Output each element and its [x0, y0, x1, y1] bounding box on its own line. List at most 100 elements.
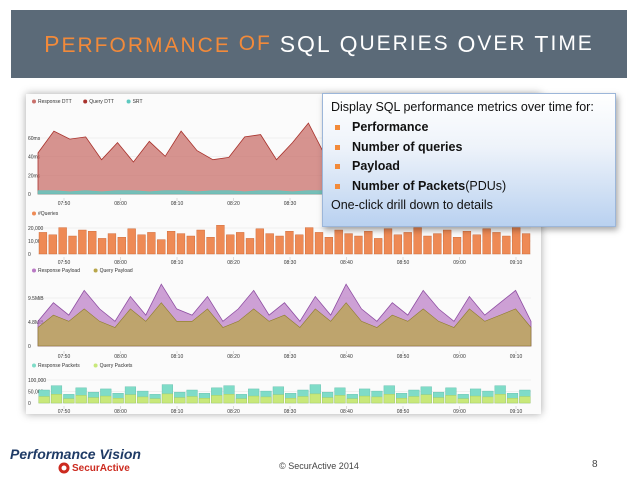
queries-bar: [68, 235, 77, 255]
legend-label: Response Payload: [38, 268, 80, 274]
x-tick-label: 08:50: [397, 409, 410, 414]
x-tick-label: 07:50: [58, 260, 71, 266]
x-tick-label: 09:10: [510, 260, 523, 266]
y-tick-label: 0: [28, 192, 31, 198]
x-tick-label: 08:20: [227, 201, 240, 207]
callout-item: Number of queries: [331, 138, 607, 158]
query-packets-bar: [75, 395, 87, 404]
queries-bar: [48, 234, 57, 255]
x-tick-label: 09:00: [453, 409, 466, 414]
queries-bar: [364, 230, 373, 255]
query-payload-area: [37, 302, 532, 347]
queries-bar: [423, 235, 432, 255]
query-packets-bar: [322, 397, 334, 404]
query-packets-bar: [285, 398, 297, 404]
queries-bar: [305, 227, 314, 255]
queries-bar: [393, 234, 403, 255]
x-tick-label: 08:20: [227, 354, 240, 360]
queries-bar: [521, 233, 531, 255]
query-packets-bar: [124, 394, 136, 404]
query-packets-bar: [248, 395, 260, 404]
query-packets-bar: [100, 395, 112, 404]
y-tick-label: 60ms: [28, 136, 41, 142]
x-tick-label: 07:50: [58, 354, 71, 360]
legend-swatch: [32, 363, 36, 368]
x-tick-label: 09:10: [510, 409, 523, 414]
query-packets-bar: [149, 398, 161, 404]
y-tick-label: 50,000: [28, 390, 44, 396]
query-packets-bar: [174, 397, 186, 404]
query-packets-bar: [346, 398, 358, 404]
queries-bar: [413, 227, 422, 255]
y-tick-label: 9.5MiB: [28, 296, 44, 302]
queries-bar: [226, 234, 235, 255]
queries-bar: [334, 229, 343, 255]
x-tick-label: 09:00: [453, 354, 466, 360]
query-packets-bar: [371, 396, 383, 404]
callout-item: Payload: [331, 157, 607, 177]
query-packets-bar: [260, 396, 272, 404]
bullet-icon: [335, 164, 340, 170]
queries-bar: [186, 235, 195, 255]
legend-label: Query Packets: [100, 363, 133, 369]
queries-bar: [176, 233, 186, 255]
charts-svg: Response DTT Query DTT SRT 60ms 40ms 20ms 0 07:…: [28, 99, 532, 414]
queries-bar: [127, 228, 136, 255]
x-tick-label: 08:40: [340, 260, 353, 266]
y-tick-label: 20ms: [28, 173, 41, 179]
x-tick-label: 08:00: [114, 260, 127, 266]
brand-logo: Performance Vision SecurActive: [10, 446, 160, 476]
legend-label: #Queries: [38, 211, 59, 217]
queries-bar: [512, 227, 521, 255]
x-tick-label: 08:10: [171, 409, 184, 414]
queries-bar: [88, 230, 97, 255]
queries-bar: [78, 229, 87, 255]
queries-bar: [482, 228, 491, 255]
x-tick-label: 08:10: [171, 201, 184, 207]
queries-bar: [196, 229, 205, 255]
legend-swatch: [32, 211, 36, 216]
x-tick-label: 07:50: [58, 201, 71, 207]
query-packets-bar: [297, 396, 309, 404]
bullet-icon: [335, 144, 340, 150]
bullet-icon: [335, 125, 340, 131]
y-tick-label: 40ms: [28, 155, 41, 161]
queries-bar: [137, 234, 146, 255]
slide-title: PERFORMANCE OF SQL Q UERIES O VER T IME: [44, 30, 594, 57]
queries-bar: [157, 239, 166, 255]
legend-label: Query Payload: [100, 268, 133, 274]
x-tick-label: 08:20: [227, 409, 240, 414]
queries-bar: [314, 232, 324, 255]
queries-bar: [38, 232, 48, 255]
query-packets-bar: [519, 396, 531, 404]
queries-bar: [235, 232, 245, 255]
queries-bar: [374, 238, 383, 255]
slide-title-bar: PERFORMANCE OF SQL Q UERIES O VER T IME: [11, 10, 627, 78]
queries-bar: [344, 233, 353, 255]
queries-bar: [97, 238, 107, 255]
query-packets-bar: [137, 396, 149, 404]
queries-bar: [107, 233, 117, 255]
securactive-logo-icon: [58, 462, 70, 474]
queries-bar: [147, 232, 156, 255]
x-tick-label: 08:00: [114, 201, 127, 207]
legend-label: Query DTT: [89, 99, 114, 105]
legend-swatch: [93, 268, 98, 273]
callout-box: Display SQL performance metrics over tim…: [322, 93, 616, 227]
x-tick-label: 09:00: [453, 260, 466, 266]
x-tick-label: 08:00: [114, 409, 127, 414]
queries-bar: [206, 236, 215, 255]
query-packets-bar: [211, 395, 223, 404]
queries-bar: [285, 230, 294, 255]
query-packets-bar: [396, 398, 408, 404]
y-tick-label: 4.8MiB: [28, 320, 44, 326]
queries-bar: [245, 238, 255, 255]
query-packets-bar: [383, 394, 395, 404]
queries-bar: [433, 233, 442, 255]
x-tick-label: 08:30: [284, 201, 297, 207]
queries-bar: [452, 236, 462, 255]
y-tick-label: 0: [28, 252, 31, 258]
query-packets-bar: [433, 397, 445, 404]
callout-item: Performance: [331, 118, 607, 138]
legend-swatch: [32, 99, 36, 104]
